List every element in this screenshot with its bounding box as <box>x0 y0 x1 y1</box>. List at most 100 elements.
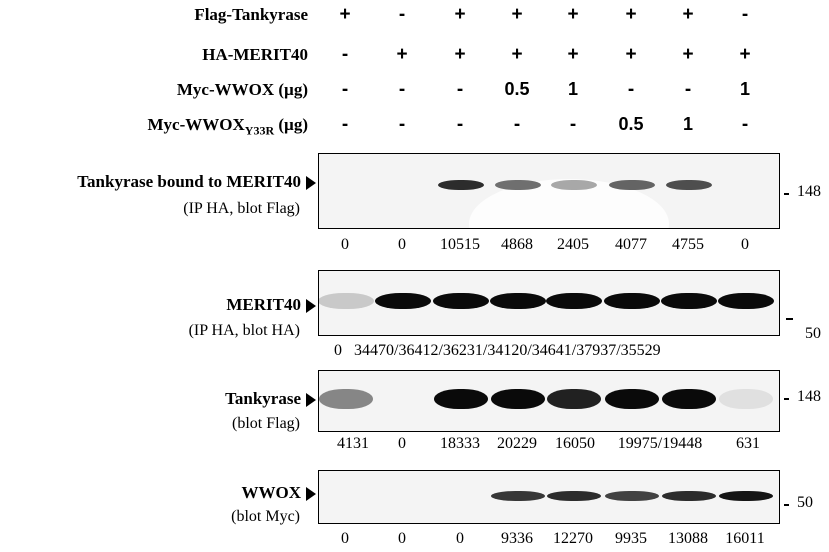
quantification-value: 16011 <box>725 530 765 547</box>
quantification-value: 0 <box>456 530 464 547</box>
molecular-weight-marker: 148 <box>797 183 821 200</box>
panel-title-text: MERIT40 <box>226 295 301 314</box>
quantification-value: 0 <box>398 435 406 452</box>
protein-band <box>551 180 597 190</box>
molecular-weight-marker: 50 <box>805 325 821 342</box>
condition-value: - <box>398 4 406 25</box>
quantification-value: 20229 <box>497 435 537 452</box>
protein-band <box>319 293 374 309</box>
molecular-weight-tick <box>786 318 793 320</box>
quantification-value: 0 <box>341 236 349 253</box>
protein-band <box>491 491 545 501</box>
protein-band <box>604 293 660 309</box>
blot-image <box>318 270 780 336</box>
condition-value: - <box>398 114 406 135</box>
condition-value: + <box>682 4 694 25</box>
blot-image <box>318 370 780 432</box>
quantification-value: 12270 <box>553 530 593 547</box>
condition-value: - <box>341 114 349 135</box>
condition-value: + <box>682 44 694 65</box>
condition-label-main: Myc-WWOX <box>147 115 245 134</box>
condition-label: Myc-WWOXY33R (µg) <box>148 115 308 138</box>
condition-value: - <box>341 79 349 100</box>
condition-label: Flag-Tankyrase <box>194 5 308 24</box>
blot-image <box>318 153 780 229</box>
panel-subtitle: (IP HA, blot HA) <box>188 322 300 339</box>
condition-value: - <box>569 114 577 135</box>
condition-value: + <box>454 44 466 65</box>
condition-value: - <box>741 4 749 25</box>
condition-value: + <box>625 4 637 25</box>
panel-title: Tankyrase <box>225 389 316 409</box>
panel-title: WWOX <box>241 483 316 503</box>
quantification-value: 13088 <box>668 530 708 547</box>
protein-band <box>495 180 541 190</box>
protein-band <box>433 293 489 309</box>
panel-subtitle: (blot Myc) <box>231 508 300 525</box>
arrowhead-icon <box>306 176 316 191</box>
condition-value: + <box>339 4 351 25</box>
condition-value: + <box>396 44 408 65</box>
condition-label: HA-MERIT40 <box>202 45 308 64</box>
protein-band <box>547 491 601 501</box>
condition-value: - <box>456 114 464 135</box>
quantification-value: 0 <box>398 236 406 253</box>
arrowhead-icon <box>306 487 316 502</box>
protein-band <box>434 389 488 409</box>
panel-subtitle: (IP HA, blot Flag) <box>183 200 300 217</box>
condition-label-unit: (µg) <box>274 115 308 134</box>
quantification-value: 0 <box>398 530 406 547</box>
molecular-weight-tick <box>784 398 789 400</box>
quantification-value: 4755 <box>672 236 704 253</box>
quantification-value: 16050 <box>555 435 595 452</box>
blot-image <box>318 470 780 524</box>
quantification-value: 0 <box>341 530 349 547</box>
protein-band <box>438 180 484 190</box>
condition-value: 1 <box>567 79 578 99</box>
condition-value: + <box>739 44 751 65</box>
quantification-value: 4868 <box>501 236 533 253</box>
quantification-value: 18333 <box>440 435 480 452</box>
protein-band <box>719 491 773 501</box>
molecular-weight-tick <box>784 504 789 506</box>
arrowhead-icon <box>306 299 316 314</box>
protein-band <box>605 491 659 501</box>
protein-band <box>666 180 712 190</box>
panel-title-text: Tankyrase bound to MERIT40 <box>77 172 301 191</box>
quantification-value: 4077 <box>615 236 647 253</box>
quantification-value: 10515 <box>440 236 480 253</box>
protein-band <box>547 389 601 409</box>
protein-band <box>719 389 773 409</box>
quantification-value: 19975/19448 <box>617 435 703 452</box>
protein-band <box>662 491 716 501</box>
condition-value: - <box>513 114 521 135</box>
protein-band <box>491 389 545 409</box>
protein-band <box>375 293 431 309</box>
quantification-value: 9336 <box>501 530 533 547</box>
condition-value: + <box>567 44 579 65</box>
condition-label-subscript: Y33R <box>244 123 275 138</box>
condition-label: Myc-WWOX (µg) <box>176 80 308 99</box>
condition-value: - <box>341 44 349 65</box>
molecular-weight-marker: 50 <box>797 494 813 511</box>
quantification-value: 9935 <box>615 530 647 547</box>
protein-band <box>605 389 659 409</box>
protein-band <box>662 389 716 409</box>
protein-band <box>718 293 774 309</box>
panel-subtitle: (blot Flag) <box>232 415 300 432</box>
protein-band <box>609 180 655 190</box>
molecular-weight-tick <box>784 193 789 195</box>
panel-title-text: WWOX <box>241 483 302 502</box>
condition-value: 0.5 <box>618 114 644 134</box>
quantification-value: 631 <box>736 435 760 452</box>
panel-title-text: Tankyrase <box>225 389 301 408</box>
condition-value: + <box>511 4 523 25</box>
condition-value: - <box>741 114 749 135</box>
condition-value: + <box>625 44 637 65</box>
condition-value: + <box>511 44 523 65</box>
condition-value: - <box>627 79 635 100</box>
panel-title: Tankyrase bound to MERIT40 <box>77 172 316 192</box>
protein-band <box>490 293 546 309</box>
panel-title: MERIT40 <box>226 295 316 315</box>
condition-value: + <box>567 4 579 25</box>
